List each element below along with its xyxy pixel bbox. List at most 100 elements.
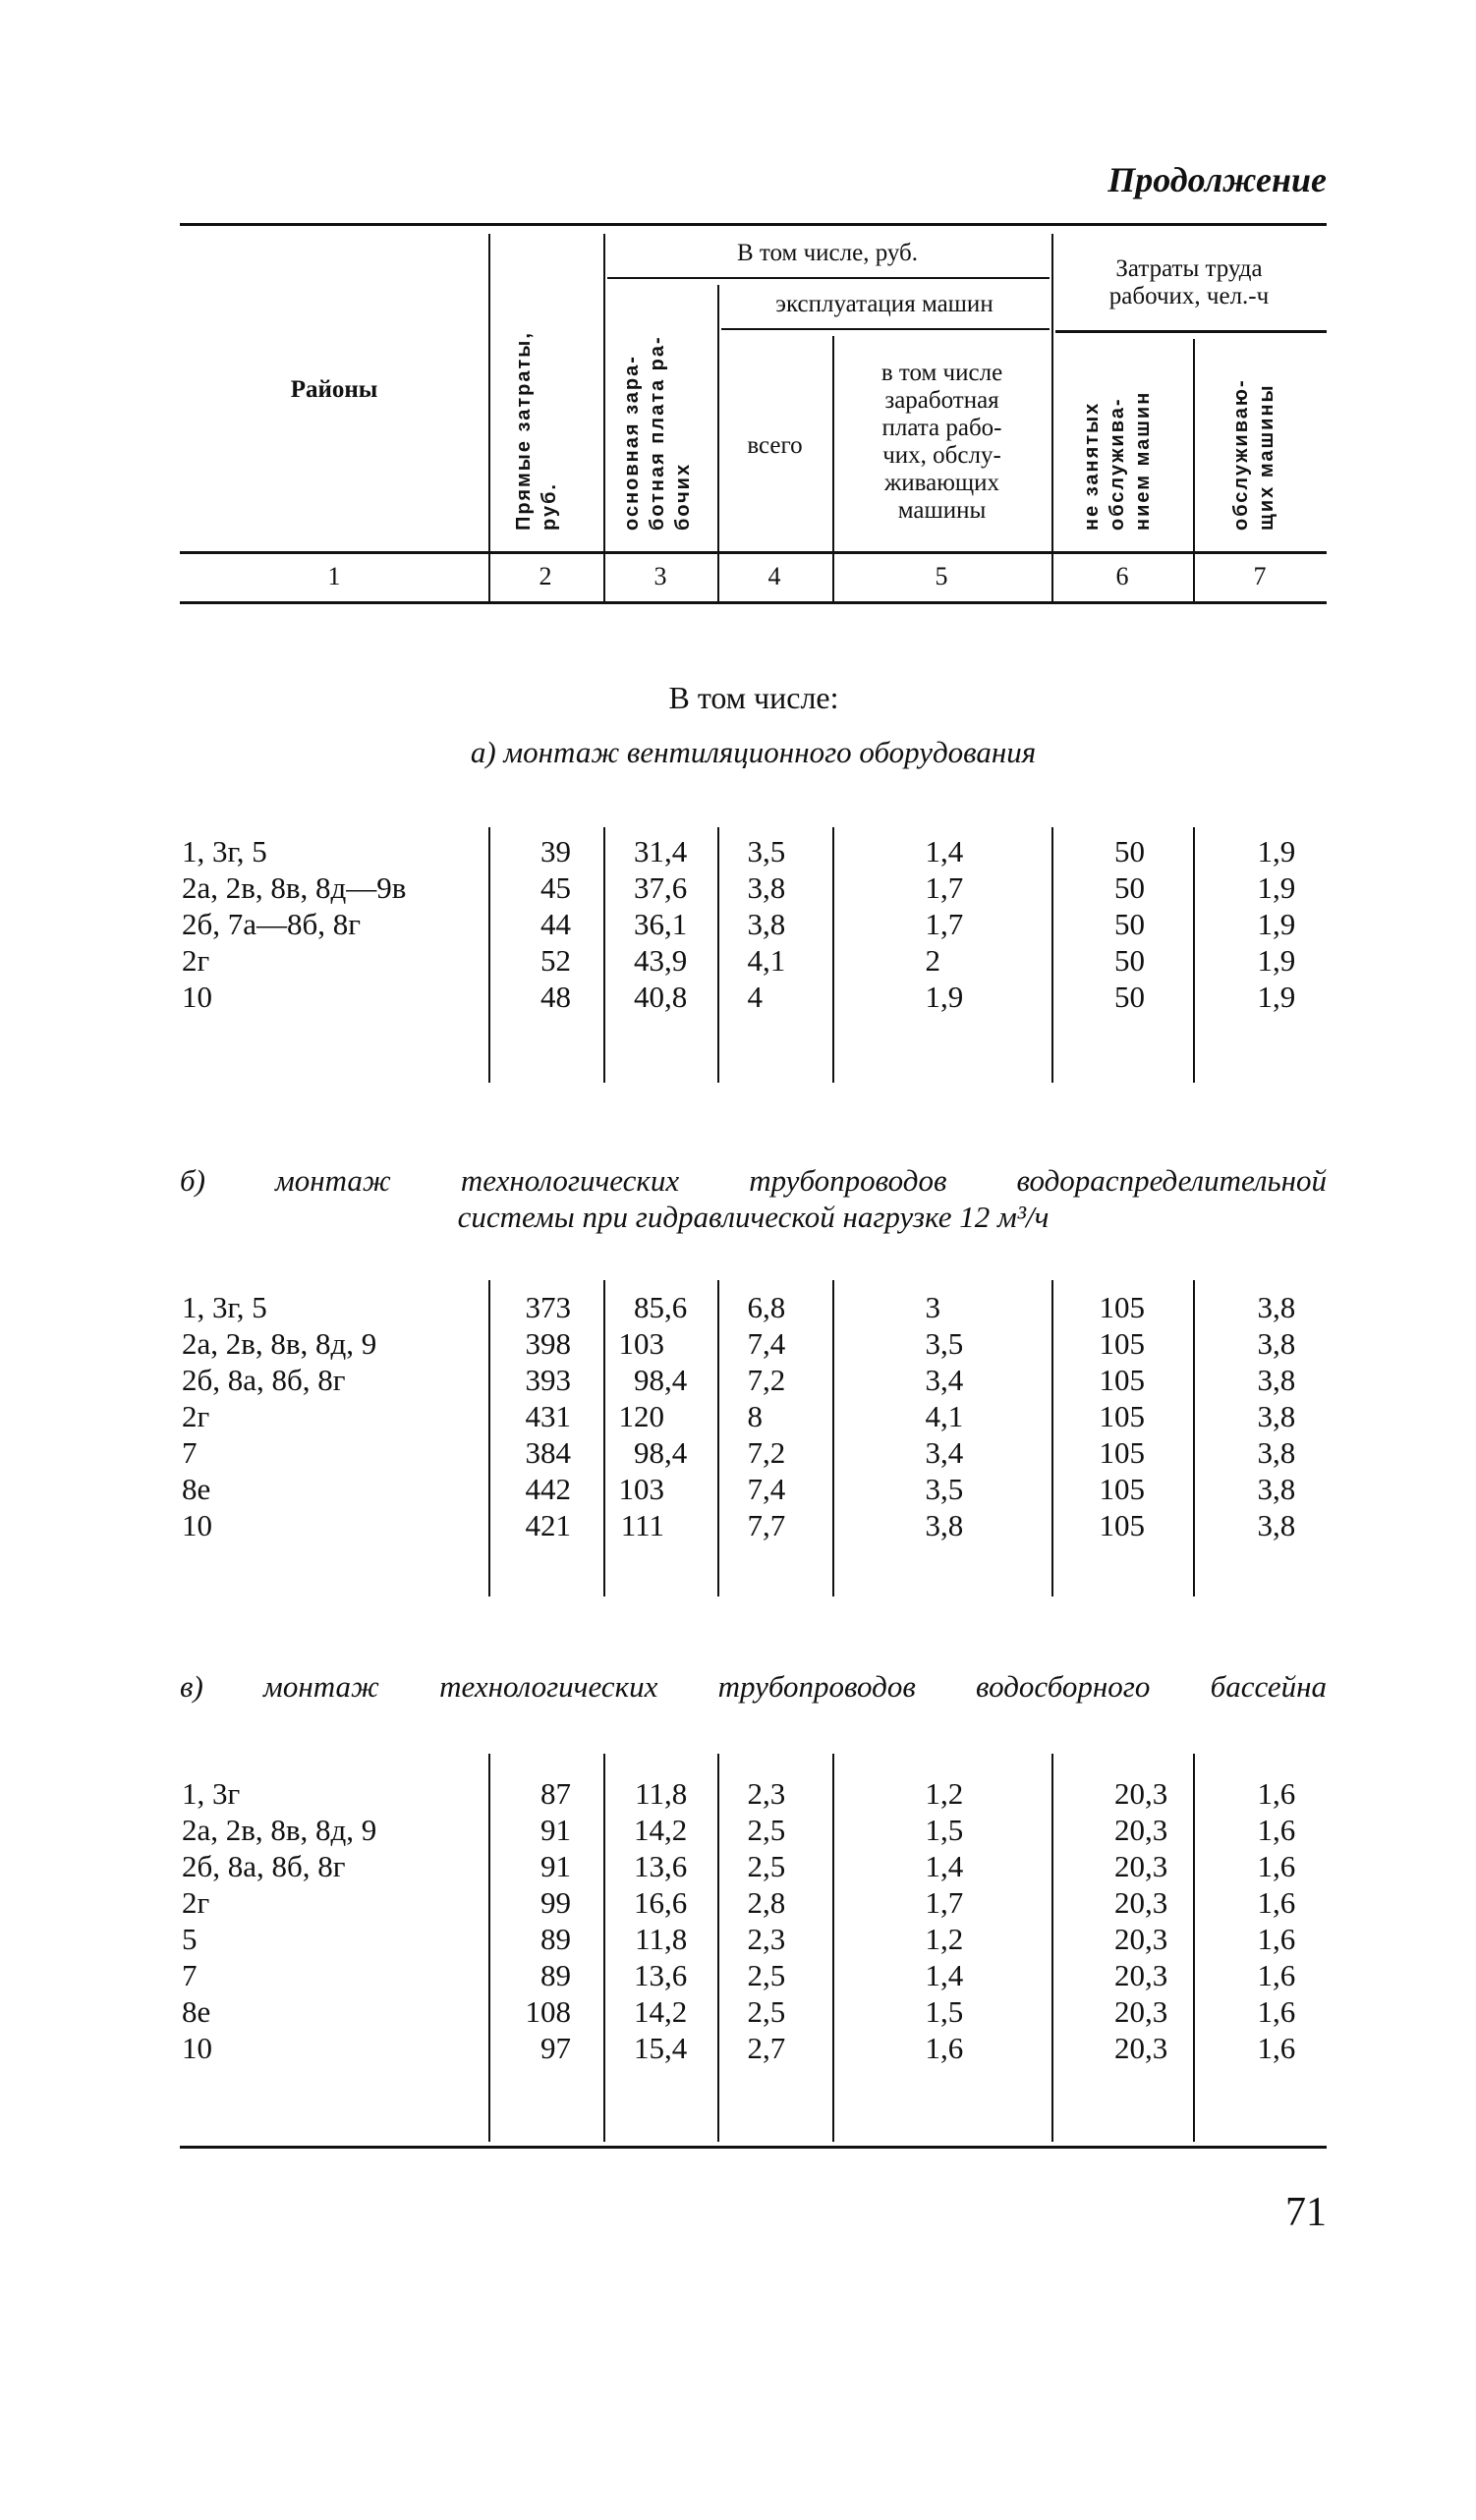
value-cell: 1,6 — [1257, 1885, 1296, 1920]
value-cell: 3,8 — [1257, 1508, 1296, 1542]
value-cell: 108 — [525, 1994, 572, 2029]
value-cell: 50 — [1114, 907, 1145, 941]
continuation-label: Продолжение — [1107, 160, 1327, 199]
value-cell: 97 — [540, 2031, 571, 2065]
column-divider — [1193, 827, 1195, 1083]
value-cell: 11,8 — [635, 1776, 688, 1811]
value-cell: 3,8 — [1257, 1290, 1296, 1324]
value-cell: 3,8 — [747, 907, 786, 941]
value-cell: 1,9 — [1257, 907, 1296, 941]
value-cell: 50 — [1114, 943, 1145, 978]
value-cell: 1,2 — [925, 1922, 964, 1956]
value-cell: 15,4 — [634, 2031, 688, 2065]
table-bottom-rule — [180, 2146, 1327, 2149]
value-cell: 7,2 — [747, 1435, 786, 1470]
value-cell: 1,9 — [1257, 870, 1296, 905]
value-cell: 105 — [1099, 1508, 1146, 1542]
page-number: 71 — [1285, 2190, 1327, 2235]
value-cell: 1,7 — [925, 870, 964, 905]
value-cell: 1,6 — [1257, 1813, 1296, 1847]
value-cell: 13,6 — [634, 1958, 688, 1992]
header-base-wage: основная зара- ботная плата ра- бочих — [621, 335, 694, 531]
value-cell: 91 — [540, 1813, 571, 1847]
value-cell: 1,6 — [1257, 1776, 1296, 1811]
value-cell: 89 — [540, 1922, 571, 1956]
value-cell: 105 — [1099, 1363, 1146, 1397]
value-cell: 1,6 — [925, 2031, 964, 2065]
header-line: заработная — [884, 387, 999, 414]
value-cell: 14,2 — [634, 1813, 688, 1847]
section-b-title: б) монтаж технологических трубопроводов … — [180, 1163, 1327, 1198]
value-cell: 3,8 — [1257, 1435, 1296, 1470]
value-cell: 48 — [540, 980, 571, 1014]
value-cell: 1,4 — [925, 1958, 964, 1992]
value-cell: 2,3 — [747, 1922, 786, 1956]
header-not-serving: не занятых обслужива- нием машин — [1081, 390, 1154, 531]
value-cell: 2 — [925, 943, 941, 978]
header-rayony: Районы — [290, 376, 378, 403]
district-cell: 2а, 2в, 8в, 8д, 9 — [182, 1326, 377, 1361]
district-cell: 2г — [182, 1885, 210, 1920]
value-cell: 14,2 — [634, 1994, 688, 2029]
value-cell: 98,4 — [634, 1435, 688, 1470]
value-cell: 89 — [540, 1958, 571, 1992]
column-number: 2 — [539, 562, 552, 590]
value-cell: 1,4 — [925, 834, 964, 868]
value-cell: 442 — [525, 1472, 572, 1506]
value-cell: 2,5 — [747, 1813, 786, 1847]
value-cell: 7,4 — [747, 1326, 786, 1361]
district-cell: 1, 3г — [182, 1776, 241, 1811]
column-divider — [717, 1280, 719, 1596]
value-cell: 2,7 — [747, 2031, 786, 2065]
value-cell: 3,8 — [1257, 1472, 1296, 1506]
district-cell: 10 — [182, 2031, 212, 2065]
value-cell: 1,6 — [1257, 1922, 1296, 1956]
column-number: 7 — [1253, 562, 1267, 590]
header-end-rule — [180, 601, 1327, 604]
header-line: плата рабо- — [881, 415, 1002, 441]
column-divider — [1051, 827, 1053, 1083]
value-cell: 3,8 — [747, 870, 786, 905]
value-cell: 43,9 — [634, 943, 688, 978]
value-cell: 3,8 — [1257, 1363, 1296, 1397]
column-divider — [488, 827, 490, 1083]
value-cell: 2,8 — [747, 1885, 786, 1920]
section-a-title: а) монтаж вентиляционного оборудования — [470, 735, 1037, 769]
header-bottom-rule — [180, 551, 1327, 554]
value-cell: 105 — [1099, 1472, 1146, 1506]
value-cell: 3,5 — [925, 1472, 964, 1506]
value-cell: 52 — [540, 943, 571, 978]
column-number: 3 — [653, 562, 667, 590]
district-cell: 2а, 2в, 8в, 8д—9в — [182, 870, 407, 905]
value-cell: 398 — [525, 1326, 572, 1361]
header-line: в том числе — [880, 360, 1003, 386]
value-cell: 120 — [618, 1399, 665, 1433]
district-cell: 2б, 8а, 8б, 8г — [182, 1849, 346, 1883]
value-cell: 1,6 — [1257, 1994, 1296, 2029]
value-cell: 20,3 — [1114, 1776, 1168, 1811]
header-group-labor: Затраты труда рабочих, чел.-ч — [1051, 255, 1327, 310]
value-cell: 2,5 — [747, 1849, 786, 1883]
column-divider — [1051, 234, 1053, 603]
header-line: живающих — [883, 470, 1000, 496]
value-cell: 40,8 — [634, 980, 688, 1014]
value-cell: 4 — [747, 980, 764, 1014]
header-group-machines: эксплуатация машин — [775, 291, 993, 317]
group-rule — [721, 328, 1050, 330]
value-cell: 105 — [1099, 1290, 1146, 1324]
column-number: 6 — [1115, 562, 1129, 590]
column-divider — [488, 1280, 490, 1596]
value-cell: 50 — [1114, 980, 1145, 1014]
district-cell: 10 — [182, 1508, 212, 1542]
value-cell: 13,6 — [634, 1849, 688, 1883]
column-divider — [832, 336, 834, 603]
header-group-rub: В том числе, руб. — [736, 240, 919, 266]
column-divider — [717, 827, 719, 1083]
district-cell: 1, 3г, 5 — [182, 1290, 267, 1324]
value-cell: 6,8 — [747, 1290, 786, 1324]
column-divider — [603, 234, 605, 603]
header-total: всего — [747, 432, 803, 459]
district-cell: 2а, 2в, 8в, 8д, 9 — [182, 1813, 377, 1847]
header-direct-costs: Прямые затраты, руб. — [513, 331, 560, 531]
value-cell: 2,5 — [747, 1994, 786, 2029]
